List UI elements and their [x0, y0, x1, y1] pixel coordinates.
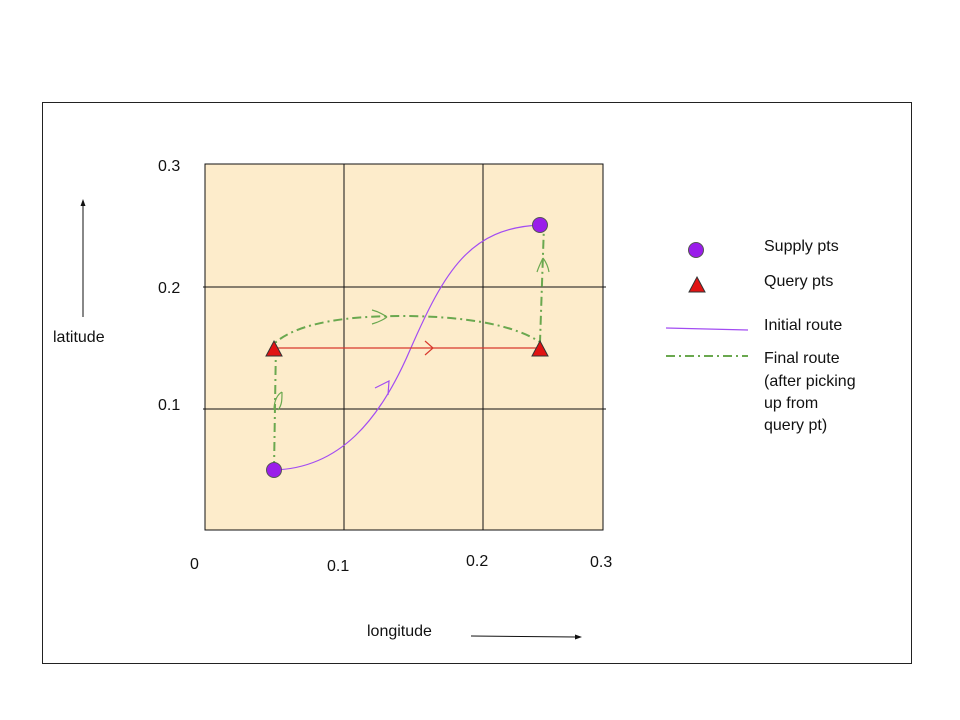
query-point: [265, 339, 283, 357]
x-tick-0.1: 0.1: [327, 558, 349, 575]
y-axis-arrowhead: [80, 199, 86, 206]
y-tick-0.3: 0.3: [158, 158, 180, 175]
final-route-arrow-1: [273, 391, 283, 411]
legend-final-label-line2: (after picking: [764, 373, 856, 390]
y-axis-label: latitude: [53, 329, 105, 346]
legend-final-label-line4: query pt): [764, 417, 827, 434]
supply-point: [532, 217, 548, 233]
legend-supply-label: Supply pts: [764, 238, 839, 255]
x-tick-0.2: 0.2: [466, 553, 488, 570]
legend-final-label-line3: up from: [764, 395, 818, 412]
final-route-arrow-3: [536, 257, 550, 273]
final-route-arrow-2: [371, 309, 388, 325]
y-tick-0.2: 0.2: [158, 280, 180, 297]
y-tick-0.1: 0.1: [158, 397, 180, 414]
legend-initial-label: Initial route: [764, 317, 842, 334]
legend-supply-marker: [688, 242, 704, 258]
x-axis-arrow: [470, 635, 577, 638]
x-tick-0: 0: [190, 556, 199, 573]
diagram-frame: [42, 102, 912, 664]
query-link-arrow: [424, 340, 434, 356]
legend: Supply pts Query pts Initial route Final…: [665, 238, 856, 434]
initial-route-arrow: [374, 379, 390, 396]
query-point: [531, 339, 549, 357]
legend-query-marker: [688, 275, 706, 293]
x-axis-label: longitude: [367, 623, 432, 640]
final-route: [273, 224, 545, 471]
x-tick-0.3: 0.3: [590, 554, 612, 571]
legend-query-label: Query pts: [764, 273, 833, 290]
legend-initial-line: [665, 327, 749, 331]
legend-final-label-line1: Final route: [764, 350, 840, 367]
initial-route: [273, 224, 541, 471]
supply-point: [266, 462, 282, 478]
x-axis-arrowhead: [575, 634, 582, 640]
